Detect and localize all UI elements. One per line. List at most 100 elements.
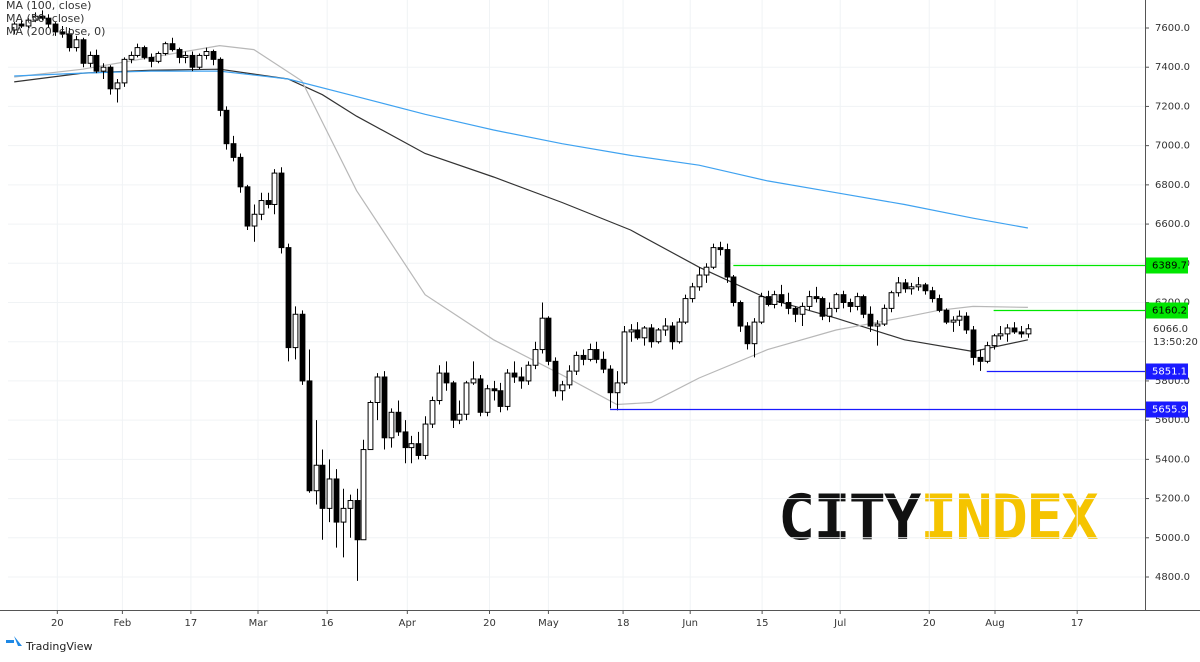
- x-tick-label: 20: [51, 618, 64, 629]
- candle-body: [189, 54, 196, 68]
- footer: TradingView: [25, 640, 92, 653]
- candle-body: [943, 309, 950, 323]
- y-tick-label: 6600.0: [1155, 219, 1190, 230]
- candle-body: [607, 368, 614, 394]
- candle-body: [107, 66, 114, 90]
- candle-body: [45, 17, 52, 25]
- candle-body: [169, 43, 176, 51]
- candle-body: [443, 372, 450, 384]
- x-tick-label: Feb: [114, 618, 132, 629]
- candle-body: [32, 15, 39, 21]
- candle-body: [306, 380, 313, 492]
- candle-body: [648, 327, 655, 343]
- x-tick-label: Jun: [681, 618, 698, 629]
- y-tick-label: 7600.0: [1155, 23, 1190, 34]
- candle-body: [100, 66, 107, 72]
- candle-body: [525, 364, 532, 382]
- legend-entry: MA (100, close): [6, 0, 91, 12]
- candle-body: [285, 247, 292, 349]
- x-tick-label: Aug: [985, 618, 1005, 629]
- candle-body: [436, 372, 443, 402]
- plot-area: [8, 0, 1145, 610]
- candle-body: [395, 411, 402, 433]
- y-tick-label: 7400.0: [1155, 62, 1190, 73]
- candle-body: [991, 335, 998, 347]
- candle-body: [874, 323, 881, 327]
- candle-body: [456, 413, 463, 421]
- candle-body: [463, 382, 470, 415]
- candle-body: [655, 329, 662, 343]
- candle-body: [922, 284, 929, 292]
- candle-body: [11, 23, 18, 31]
- candle-body: [895, 282, 902, 294]
- candle-body: [970, 329, 977, 358]
- candle-body: [134, 47, 141, 56]
- y-tick-label: 5400.0: [1155, 454, 1190, 465]
- candle-body: [141, 47, 148, 58]
- candle-body: [265, 200, 272, 205]
- candle-body: [230, 143, 237, 158]
- candle-body: [929, 290, 936, 300]
- y-tick-label: 7000.0: [1155, 141, 1190, 152]
- candle-body: [593, 349, 600, 360]
- candle-body: [340, 507, 347, 523]
- candle-body: [25, 19, 32, 27]
- candle-body: [587, 349, 594, 360]
- candle-body: [114, 82, 121, 90]
- candle-body: [299, 313, 306, 382]
- moving-average-line: [14, 44, 1028, 406]
- candle-body: [710, 247, 717, 268]
- x-tick-label: 17: [185, 618, 198, 629]
- candle-body: [552, 360, 559, 392]
- candle-body: [545, 317, 552, 362]
- candle-body: [1011, 327, 1018, 333]
- candle-body: [292, 313, 299, 349]
- candle-body: [730, 276, 737, 304]
- candle-body: [422, 423, 429, 456]
- candle-body: [217, 58, 224, 111]
- candle-body: [840, 294, 847, 304]
- candle-body: [881, 307, 888, 325]
- candle-body: [600, 358, 607, 370]
- legend-entry: MA (200, close, 0): [6, 25, 105, 38]
- candle-body: [271, 172, 278, 205]
- candle-body: [477, 378, 484, 413]
- level-tag-label: 5851.1: [1152, 367, 1187, 378]
- candle-body: [539, 317, 546, 351]
- candle-body: [580, 354, 587, 360]
- level-tag: [1146, 257, 1188, 274]
- candle-body: [908, 286, 915, 290]
- candle-body: [326, 478, 333, 509]
- level-tag: [1146, 363, 1188, 380]
- level-tag-label: 5655.9: [1152, 405, 1187, 416]
- candle-body: [155, 52, 162, 62]
- candle-body: [950, 319, 957, 323]
- x-tick-label: 18: [617, 618, 630, 629]
- candle-body: [628, 329, 635, 333]
- level-tag-label: 6160.2: [1152, 306, 1187, 317]
- candle-body: [621, 331, 628, 384]
- candle-body: [176, 49, 183, 58]
- x-tick-label: Mar: [249, 618, 269, 629]
- candle-body: [813, 296, 820, 300]
- candle-body: [244, 186, 251, 227]
- candle-body: [696, 274, 703, 288]
- x-tick-label: May: [538, 618, 559, 629]
- candle-body: [915, 284, 922, 288]
- candle-body: [87, 54, 94, 64]
- candle-body: [319, 464, 326, 509]
- legend-entry: MA (50, close): [6, 12, 84, 25]
- tradingview-logo: [6, 636, 22, 646]
- candle-body: [662, 325, 669, 331]
- candle-body: [497, 390, 504, 407]
- candle-body: [997, 333, 1004, 337]
- candle-body: [566, 370, 573, 386]
- last-price-tag: [1146, 320, 1200, 349]
- candle-body: [381, 376, 388, 439]
- candle-body: [511, 372, 518, 378]
- candle-body: [765, 296, 772, 305]
- candle-body: [532, 349, 539, 366]
- candle-body: [203, 51, 210, 56]
- candle-body: [80, 39, 87, 64]
